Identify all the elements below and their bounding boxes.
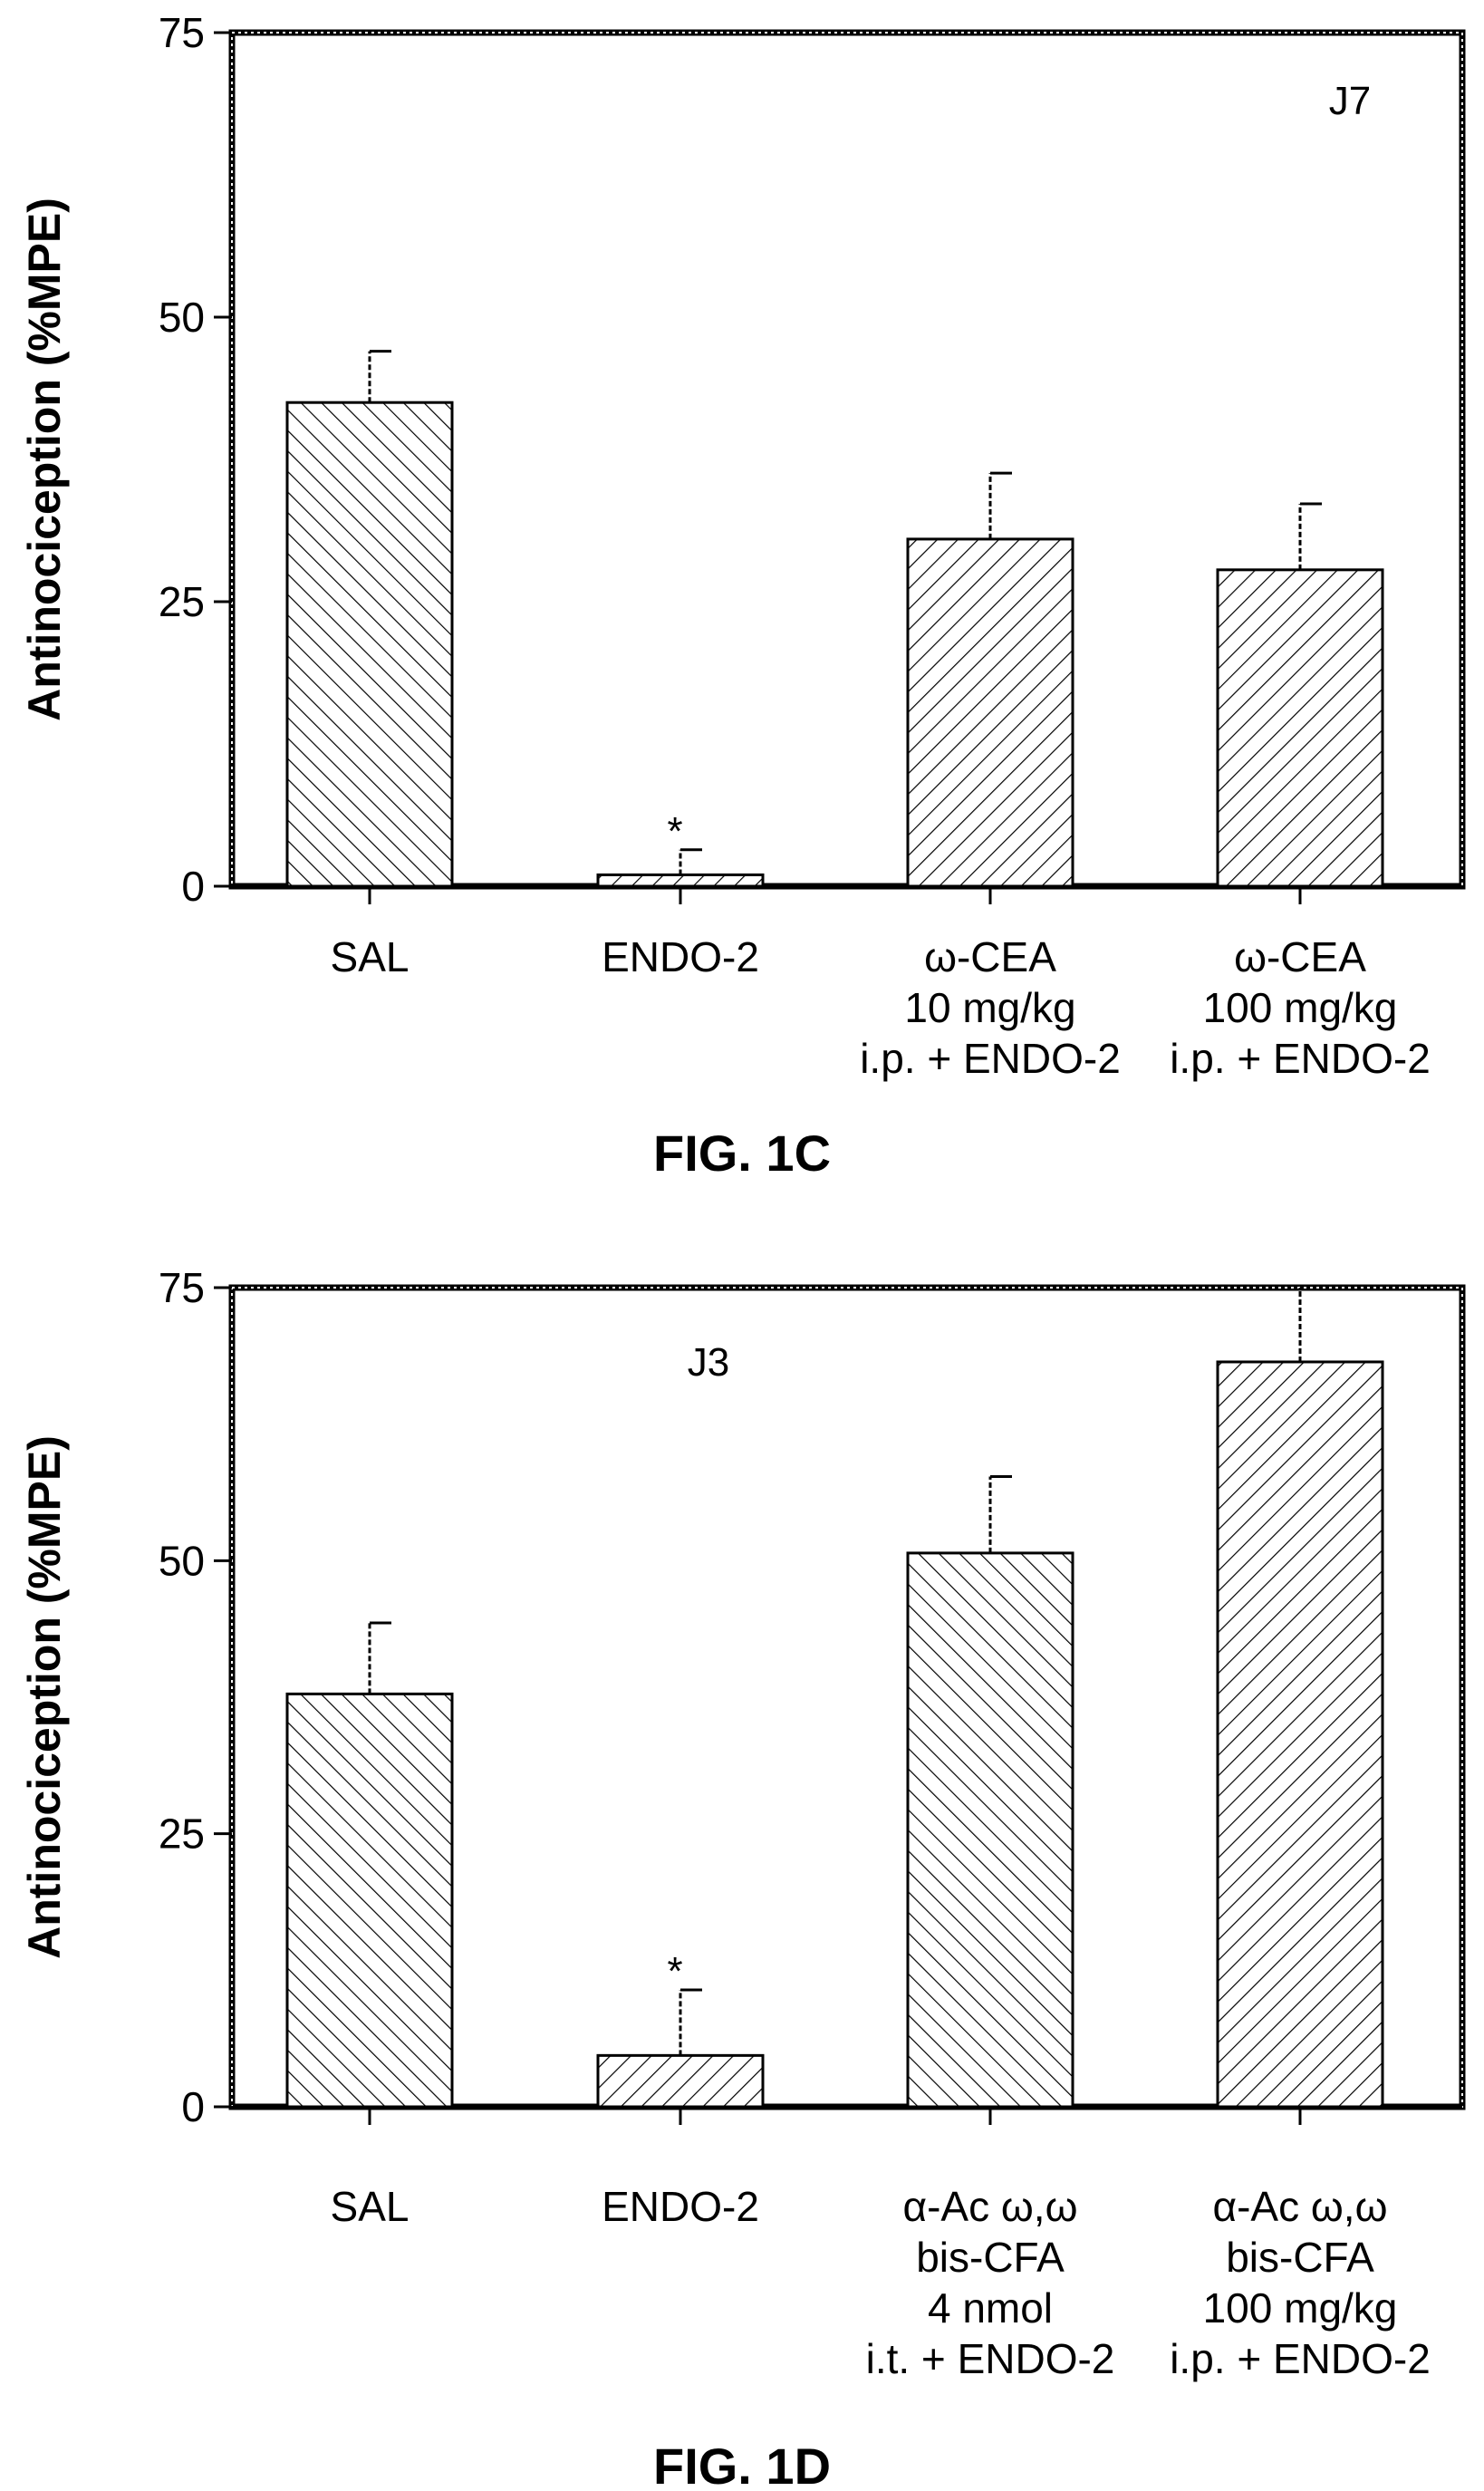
chart-panel-1: 0 25 50 75 Antinociception (%MPE) J7 * SAL ENDO-… xyxy=(19,9,1466,1182)
bar-3 xyxy=(906,1551,1074,2109)
panel-label: J3 xyxy=(688,1340,729,1385)
figure-label: FIG. 1C xyxy=(653,1125,831,1182)
bar-2 xyxy=(596,873,765,888)
x-category-label: SAL xyxy=(331,2183,410,2230)
bar-3 xyxy=(906,537,1074,888)
bar-4 xyxy=(1216,1360,1384,2109)
panel-label: J7 xyxy=(1329,79,1371,123)
bar-2 xyxy=(596,2053,765,2109)
y-axis-label: Antinociception (%MPE) xyxy=(19,198,70,721)
x-category-label: ω-CEA xyxy=(1234,933,1366,980)
x-category-label: α-Ac ω,ω xyxy=(903,2183,1078,2230)
x-category-label: i.t. + ENDO-2 xyxy=(866,2335,1115,2382)
significance-marker-2: * xyxy=(667,809,682,854)
charts-group: 0 25 50 75 Antinociception (%MPE) J7 * SAL ENDO-… xyxy=(19,9,1466,2491)
significance-marker-2: * xyxy=(667,1949,682,1994)
x-category-label: ENDO-2 xyxy=(602,2183,759,2230)
y-tick-label: 50 xyxy=(159,294,205,341)
bar-1 xyxy=(285,1692,454,2109)
x-category-label: ENDO-2 xyxy=(602,933,759,980)
x-category-label: ω-CEA xyxy=(924,933,1056,980)
y-tick-label: 50 xyxy=(159,1537,205,1584)
y-tick-label: 75 xyxy=(159,9,205,56)
x-category-label: α-Ac ω,ω xyxy=(1213,2183,1388,2230)
y-tick-label: 0 xyxy=(181,2083,205,2130)
figure-label: FIG. 1D xyxy=(653,2438,831,2491)
bar-1 xyxy=(285,401,454,888)
bar-4 xyxy=(1216,568,1384,888)
x-category-label: bis-CFA xyxy=(1226,2234,1374,2281)
x-category-label: i.p. + ENDO-2 xyxy=(860,1035,1121,1082)
x-category-label: SAL xyxy=(331,933,410,980)
y-tick-label: 25 xyxy=(159,578,205,625)
x-category-label: 10 mg/kg xyxy=(904,984,1075,1031)
x-category-label: i.p. + ENDO-2 xyxy=(1170,2335,1431,2382)
y-tick-label: 25 xyxy=(159,1810,205,1858)
plot-frame-texture xyxy=(231,32,1463,887)
y-tick-label: 0 xyxy=(181,863,205,910)
x-category-label: bis-CFA xyxy=(916,2234,1065,2281)
chart-panel-2: 0 25 50 75 Antinociception (%MPE) J3 * SAL ENDO-… xyxy=(19,1264,1466,2491)
x-category-label: 4 nmol xyxy=(928,2284,1053,2332)
y-axis-label: Antinociception (%MPE) xyxy=(19,1435,70,1959)
x-category-label: i.p. + ENDO-2 xyxy=(1170,1035,1431,1082)
y-tick-label: 75 xyxy=(159,1264,205,1311)
x-category-label: 100 mg/kg xyxy=(1203,984,1398,1031)
x-category-label: 100 mg/kg xyxy=(1203,2284,1398,2332)
